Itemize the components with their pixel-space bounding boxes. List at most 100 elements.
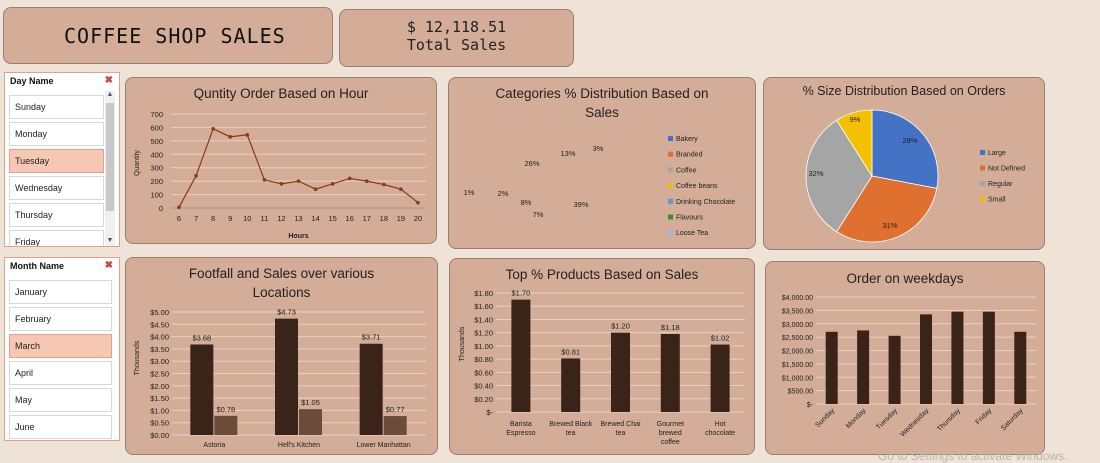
slicer-item[interactable]: Wednesday — [9, 176, 104, 200]
bar-value-label: $1.70 — [512, 289, 531, 298]
slicer-item[interactable]: Thursday — [9, 203, 104, 227]
x-tick-label: 16 — [346, 214, 354, 223]
data-point — [211, 126, 215, 131]
slicer-item[interactable]: June — [9, 415, 112, 439]
bar — [857, 330, 870, 404]
data-point — [194, 173, 198, 178]
month-slicer-title: Month Name — [10, 261, 64, 271]
dashboard-title: COFFEE SHOP SALES — [64, 23, 286, 48]
data-point — [382, 182, 386, 187]
slicer-item[interactable]: April — [9, 361, 112, 385]
bar-value-label: $0.77 — [386, 405, 405, 414]
y-tick-label: $3.50 — [150, 345, 169, 354]
x-tick-label: Lower Manhattan — [357, 442, 411, 449]
y-tick-label: $1,500.00 — [782, 362, 813, 369]
bar — [383, 416, 407, 435]
slice-label: 3% — [593, 144, 604, 153]
slicer-item[interactable]: May — [9, 388, 112, 412]
slice-label: 28% — [902, 136, 917, 145]
y-tick-label: $0.00 — [150, 431, 169, 440]
bar-value-label: $3.71 — [362, 333, 381, 342]
x-tick-label: Hell's Kitchen — [278, 442, 320, 449]
hour-line-chart: 0 100 200 300 400 500 600 700 6 7 8 9 10 11 12 13 14 15 16… — [134, 110, 426, 240]
bar — [825, 331, 838, 404]
slicer-item[interactable]: Tuesday — [9, 149, 104, 173]
weekdays-chart-panel: Order on weekdays $- $500.00 $1,000.00 $1,5… — [765, 261, 1045, 455]
scroll-thumb[interactable] — [106, 103, 114, 211]
slicer-item[interactable]: January — [9, 280, 112, 304]
y-tick-label: 300 — [150, 164, 163, 173]
bar — [660, 333, 680, 412]
bar — [214, 415, 238, 435]
scroll-up-icon[interactable]: ▲ — [106, 91, 114, 98]
slicer-item[interactable]: Sunday — [9, 95, 104, 119]
legend-swatch — [980, 181, 985, 186]
x-tick-label: 9 — [228, 214, 232, 223]
chart-title: Footfall and Sales over various Location… — [188, 266, 375, 300]
data-point — [245, 133, 250, 137]
x-tick-label: Friday — [975, 407, 994, 426]
y-tick-label: $2,000.00 — [782, 349, 813, 356]
x-axis-title: Hours — [288, 233, 308, 240]
y-tick-label: 700 — [150, 110, 163, 119]
day-slicer-header: Day Name ✖ — [5, 73, 119, 91]
bar-value-label: $1.20 — [611, 322, 630, 331]
slice-label: 39% — [573, 200, 588, 209]
legend-swatch — [668, 198, 673, 204]
slicer-item[interactable]: Monday — [9, 122, 104, 146]
y-tick-label: $500.00 — [788, 389, 813, 396]
slice-label: 1% — [464, 188, 475, 197]
slice-label: 8% — [521, 198, 532, 207]
total-sales-card: $ 12,118.51 Total Sales — [339, 9, 574, 67]
data-point — [399, 187, 403, 191]
clear-filter-icon[interactable]: ✖ — [104, 260, 113, 271]
x-tick-label: 17 — [363, 214, 371, 223]
y-tick-label: $2.50 — [150, 370, 169, 379]
bar — [982, 311, 995, 404]
data-point — [228, 135, 233, 139]
x-tick-label: 19 — [397, 214, 405, 223]
x-tick-label: Wednesday — [899, 407, 930, 438]
chart-title: Top % Products Based on Sales — [505, 267, 699, 282]
pie-slice — [871, 109, 939, 189]
y-tick-label: 100 — [150, 191, 163, 200]
footfall-chart-panel: Footfall and Sales over various Location… — [125, 257, 438, 455]
month-name-slicer: Month Name ✖ January February March April Ma… — [4, 257, 120, 441]
y-tick-label: $2.00 — [150, 382, 169, 391]
y-tick-label: $0.50 — [150, 419, 169, 428]
slice-label: 13% — [560, 149, 575, 158]
y-tick-label: 500 — [150, 137, 163, 146]
x-tick-label: Brewed Chai — [600, 421, 641, 428]
x-tick-label: Thursday — [936, 407, 962, 433]
clear-filter-icon[interactable]: ✖ — [104, 75, 113, 86]
x-tick-label: Gourmet — [657, 421, 684, 428]
x-tick-label: brewed — [659, 430, 682, 437]
hour-chart-panel: Quntity Order Based on Hour 0 100 200 300 40… — [125, 77, 437, 244]
legend-swatch — [668, 183, 673, 189]
y-tick-label: $2,500.00 — [782, 335, 813, 342]
legend-label: Bakery — [676, 136, 698, 143]
slicer-item[interactable]: March — [9, 334, 112, 358]
legend-label: Coffee beans — [676, 183, 718, 190]
slice-label: 32% — [808, 169, 823, 178]
legend-swatch — [668, 136, 673, 141]
bar — [275, 318, 298, 435]
x-tick-label: Hot — [715, 421, 726, 428]
data-point — [296, 179, 301, 183]
total-sales-label: Total Sales — [406, 36, 507, 54]
scroll-down-icon[interactable]: ▼ — [106, 237, 114, 244]
bar-value-label: $1.02 — [711, 334, 730, 343]
x-tick-label: 18 — [380, 214, 388, 223]
data-point — [262, 178, 267, 182]
slicer-item[interactable]: February — [9, 307, 112, 331]
x-tick-label: Brewed Black — [549, 421, 592, 428]
bar — [888, 335, 901, 404]
slicer-item[interactable]: Friday — [9, 230, 104, 246]
chart-title: Categories % Distribution Based on Sales — [495, 86, 709, 120]
day-slicer-scrollbar[interactable]: ▲ ▼ — [105, 91, 115, 246]
data-point — [416, 200, 420, 205]
data-point — [279, 182, 284, 186]
x-tick-label: Saturday — [1000, 407, 1025, 432]
y-tick-label: 200 — [150, 177, 163, 186]
legend-label: Not Defined — [988, 166, 1025, 173]
